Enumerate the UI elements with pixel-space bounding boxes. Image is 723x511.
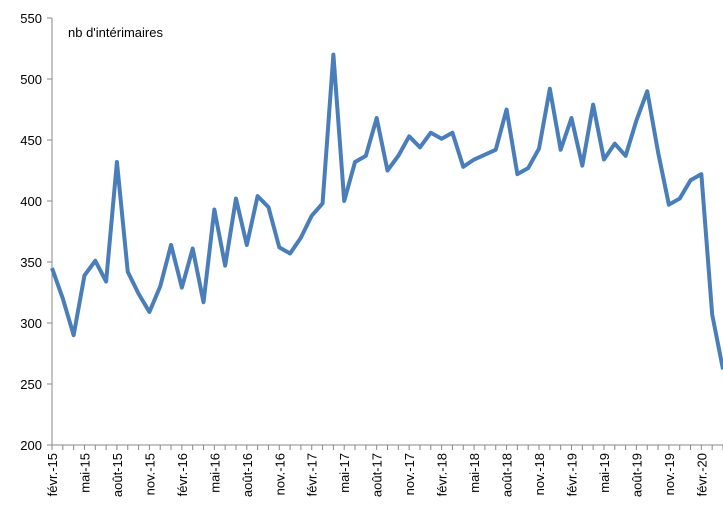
x-tick-label: nov.-15 (142, 453, 157, 495)
x-tick-label: févr.-16 (175, 453, 190, 496)
y-tick-label: 250 (20, 377, 42, 392)
x-tick-label: mai-15 (77, 453, 92, 493)
series-line (50, 52, 723, 370)
y-tick-label: 350 (20, 255, 42, 270)
x-tick-label: nov.-19 (662, 453, 677, 495)
y-tick-label: 550 (20, 11, 42, 26)
x-tick-label: févr.-19 (564, 453, 579, 496)
x-tick-label: mai-19 (597, 453, 612, 493)
y-tick-label: 450 (20, 133, 42, 148)
x-tick-label: mai-18 (467, 453, 482, 493)
x-tick-label: févr.-20 (694, 453, 709, 496)
y-tick-label: 500 (20, 72, 42, 87)
y-tick-label: 200 (20, 438, 42, 453)
x-tick-label: août-18 (500, 453, 515, 497)
x-tick-label: août-15 (110, 453, 125, 497)
x-tick-label: août-19 (629, 453, 644, 497)
x-tick-label: févr.-17 (305, 453, 320, 496)
x-tick-label: nov.-16 (272, 453, 287, 495)
x-tick-label: févr.-15 (45, 453, 60, 496)
x-tick-label: août-16 (240, 453, 255, 497)
x-tick-label: mai-17 (337, 453, 352, 493)
y-tick-label: 300 (20, 316, 42, 331)
x-tick-label: nov.-18 (532, 453, 547, 495)
series-label: nb d'intérimaires (68, 25, 163, 40)
x-tick-label: mai-16 (207, 453, 222, 493)
x-tick-label: nov.-17 (402, 453, 417, 495)
y-tick-label: 400 (20, 194, 42, 209)
x-tick-label: févr.-18 (435, 453, 450, 496)
x-tick-label: août-17 (370, 453, 385, 497)
